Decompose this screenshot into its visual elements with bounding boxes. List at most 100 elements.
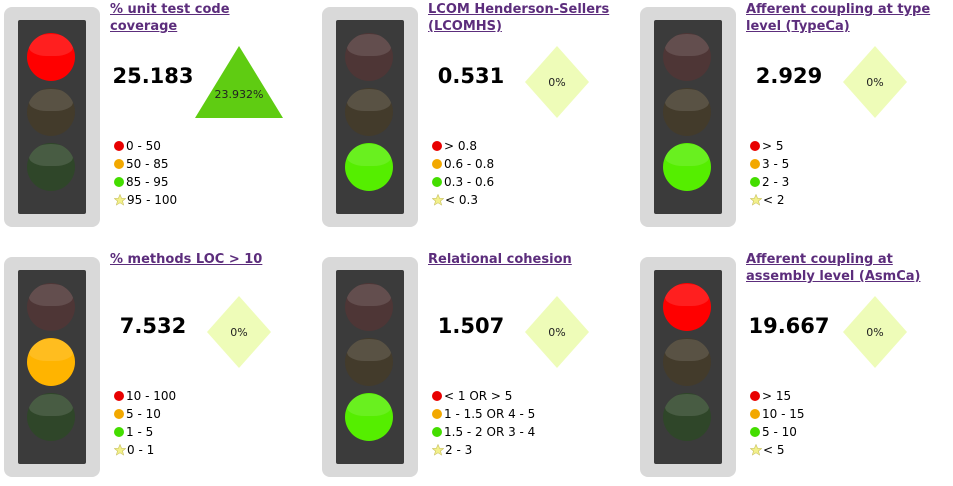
traffic-light (4, 257, 100, 477)
red-lamp (345, 283, 393, 331)
legend-item: < 0.3 (432, 191, 494, 209)
metric-value: 1.507 (437, 314, 505, 338)
red-lamp (27, 283, 75, 331)
orange-dot-icon (750, 159, 760, 169)
metric-title-link[interactable]: % methods LOC > 10 (110, 252, 263, 267)
orange-dot-icon (750, 409, 760, 419)
star-icon (750, 194, 762, 206)
red-lamp (345, 33, 393, 81)
traffic-light-body (18, 20, 86, 214)
legend-label: 1.5 - 2 OR 3 - 4 (444, 425, 536, 439)
legend-item: 3 - 5 (750, 155, 789, 173)
legend-label: 2 - 3 (445, 443, 473, 457)
green-dot-icon (114, 177, 124, 187)
green-lamp (663, 393, 711, 441)
green-dot-icon (432, 177, 442, 187)
metric-value: 2.929 (755, 64, 823, 88)
legend-label: < 0.3 (445, 193, 478, 207)
indicator-text: 23.932% (214, 87, 264, 101)
green-lamp (27, 393, 75, 441)
diamond-indicator: 0% (829, 288, 921, 368)
legend-label: 5 - 10 (762, 425, 797, 439)
traffic-light (322, 257, 418, 477)
indicator-text: 0% (866, 325, 884, 339)
legend-label: 50 - 85 (126, 157, 169, 171)
legend-item: > 15 (750, 387, 805, 405)
legend-item: 5 - 10 (750, 423, 805, 441)
metric-value: 0.531 (437, 64, 505, 88)
amber-lamp (27, 88, 75, 136)
diamond-indicator: 0% (511, 288, 603, 368)
threshold-legend: 0 - 50 50 - 85 85 - 95 95 - 100 (114, 137, 177, 209)
traffic-light (4, 7, 100, 227)
metric-value: 25.183 (112, 64, 194, 88)
traffic-light-body (654, 20, 722, 214)
traffic-light (640, 257, 736, 477)
legend-item: 0 - 50 (114, 137, 177, 155)
traffic-light-body (336, 20, 404, 214)
traffic-light (640, 7, 736, 227)
metric-title-link[interactable]: Relational cohesion (428, 252, 572, 267)
indicator-text: 0% (230, 325, 248, 339)
diamond-indicator: 0% (511, 38, 603, 118)
legend-item: < 2 (750, 191, 789, 209)
legend-label: > 0.8 (444, 139, 477, 153)
amber-lamp (27, 338, 75, 386)
legend-label: > 5 (762, 139, 784, 153)
green-dot-icon (432, 427, 442, 437)
metric-title-link[interactable]: Afferent coupling at type level (TypeCa) (746, 2, 931, 34)
legend-label: 0 - 1 (127, 443, 155, 457)
indicator-text: 0% (548, 75, 566, 89)
threshold-legend: > 0.8 0.6 - 0.8 0.3 - 0.6 < 0.3 (432, 137, 494, 209)
legend-item: 95 - 100 (114, 191, 177, 209)
threshold-legend: < 1 OR > 5 1 - 1.5 OR 4 - 5 1.5 - 2 OR 3 -… (432, 387, 535, 459)
red-lamp (663, 283, 711, 331)
green-lamp (345, 143, 393, 191)
metric-title-link[interactable]: LCOM Henderson-Sellers (LCOMHS) (428, 2, 610, 34)
legend-item: 10 - 15 (750, 405, 805, 423)
metric-title-link[interactable]: Afferent coupling at assembly level (Asm… (746, 252, 921, 284)
traffic-light (322, 7, 418, 227)
metric-card: % unit test code coverage 25.183 23.932%… (0, 0, 316, 230)
legend-item: 2 - 3 (432, 441, 535, 459)
legend-item: 0.3 - 0.6 (432, 173, 494, 191)
legend-item: 50 - 85 (114, 155, 177, 173)
orange-dot-icon (114, 159, 124, 169)
threshold-legend: > 5 3 - 5 2 - 3 < 2 (750, 137, 789, 209)
metric-title-link[interactable]: % unit test code coverage (110, 2, 230, 34)
legend-label: 10 - 100 (126, 389, 177, 403)
legend-item: 0.6 - 0.8 (432, 155, 494, 173)
legend-item: > 5 (750, 137, 789, 155)
legend-label: 1 - 1.5 OR 4 - 5 (444, 407, 536, 421)
legend-label: 10 - 15 (762, 407, 805, 421)
legend-label: < 1 OR > 5 (444, 389, 513, 403)
amber-lamp (345, 338, 393, 386)
red-dot-icon (750, 391, 760, 401)
legend-label: 5 - 10 (126, 407, 161, 421)
red-lamp (27, 33, 75, 81)
legend-item: < 5 (750, 441, 805, 459)
metric-value: 7.532 (119, 314, 187, 338)
legend-item: 1.5 - 2 OR 3 - 4 (432, 423, 535, 441)
legend-item: 10 - 100 (114, 387, 176, 405)
traffic-light-body (654, 270, 722, 464)
green-dot-icon (750, 177, 760, 187)
green-lamp (345, 393, 393, 441)
orange-dot-icon (114, 409, 124, 419)
diamond-indicator: 0% (829, 38, 921, 118)
threshold-legend: 10 - 100 5 - 10 1 - 5 0 - 1 (114, 387, 176, 459)
star-icon (114, 444, 126, 456)
indicator-text: 0% (866, 75, 884, 89)
traffic-light-body (18, 270, 86, 464)
diamond-indicator: 0% (193, 288, 285, 368)
legend-item: 1 - 1.5 OR 4 - 5 (432, 405, 535, 423)
green-lamp (27, 143, 75, 191)
red-lamp (663, 33, 711, 81)
traffic-light-body (336, 270, 404, 464)
orange-dot-icon (432, 159, 442, 169)
legend-item: 2 - 3 (750, 173, 789, 191)
legend-label: < 5 (763, 443, 785, 457)
red-dot-icon (432, 391, 442, 401)
legend-item: < 1 OR > 5 (432, 387, 535, 405)
legend-label: 0.3 - 0.6 (444, 175, 495, 189)
